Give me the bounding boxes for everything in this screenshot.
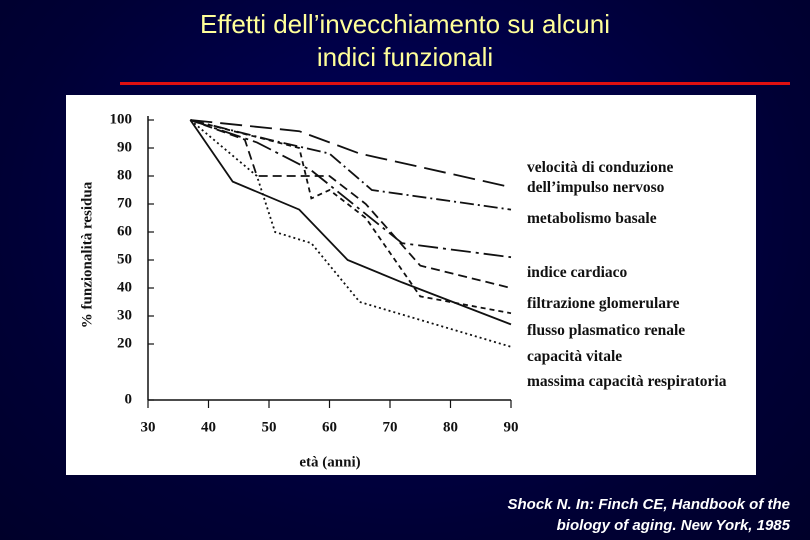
y-tick-label: 20 xyxy=(117,335,132,351)
legend-label: indice cardiaco xyxy=(527,264,628,281)
y-tick-label: 0 xyxy=(125,391,133,407)
legend-label: flusso plasmatico renale xyxy=(527,322,686,339)
citation-line: Shock N. In: Finch CE, Handbook of the xyxy=(507,496,790,513)
x-tick-label: 40 xyxy=(201,419,216,435)
y-axis-label: % funzionalità residua xyxy=(79,181,95,328)
citation-line: biology of aging. New York, 1985 xyxy=(556,517,790,534)
x-tick-label: 80 xyxy=(443,419,458,435)
y-tick-label: 50 xyxy=(117,251,132,267)
x-axis-label: età (anni) xyxy=(299,454,360,470)
title-rule xyxy=(120,82,790,85)
legend-label: filtrazione glomerulare xyxy=(527,295,680,312)
series-line xyxy=(190,119,512,259)
y-tick-label: 100 xyxy=(110,111,133,127)
y-tick-label: 80 xyxy=(117,167,132,183)
y-tick-label: 40 xyxy=(117,279,132,295)
legend-label: capacità vitale xyxy=(527,348,623,365)
series-line xyxy=(189,119,512,348)
y-tick-label: 90 xyxy=(117,139,132,155)
x-tick-label: 90 xyxy=(504,419,519,435)
slide-title: Effetti dell’invecchiamento su alcuni in… xyxy=(0,8,810,74)
series-line xyxy=(190,119,512,211)
series-line xyxy=(190,119,512,289)
legend-label: metabolismo basale xyxy=(527,210,657,227)
series-line xyxy=(190,119,512,189)
legend-label: velocità di conduzione dell’impulso nerv… xyxy=(527,159,674,196)
y-tick-label: 70 xyxy=(117,195,132,211)
series-line xyxy=(189,119,512,326)
citation: Shock N. In: Finch CE, Handbook of the b… xyxy=(507,494,790,536)
legend-label: massima capacità respiratoria xyxy=(527,373,727,390)
series-line xyxy=(190,119,512,315)
x-tick-label: 60 xyxy=(322,419,337,435)
y-tick-label: 30 xyxy=(117,307,132,323)
title-line: indici funzionali xyxy=(316,42,494,72)
y-tick-label: 60 xyxy=(117,223,132,239)
x-tick-label: 70 xyxy=(383,419,398,435)
x-tick-label: 50 xyxy=(262,419,277,435)
title-line: Effetti dell’invecchiamento su alcuni xyxy=(200,9,610,39)
x-tick-label: 30 xyxy=(141,419,156,435)
